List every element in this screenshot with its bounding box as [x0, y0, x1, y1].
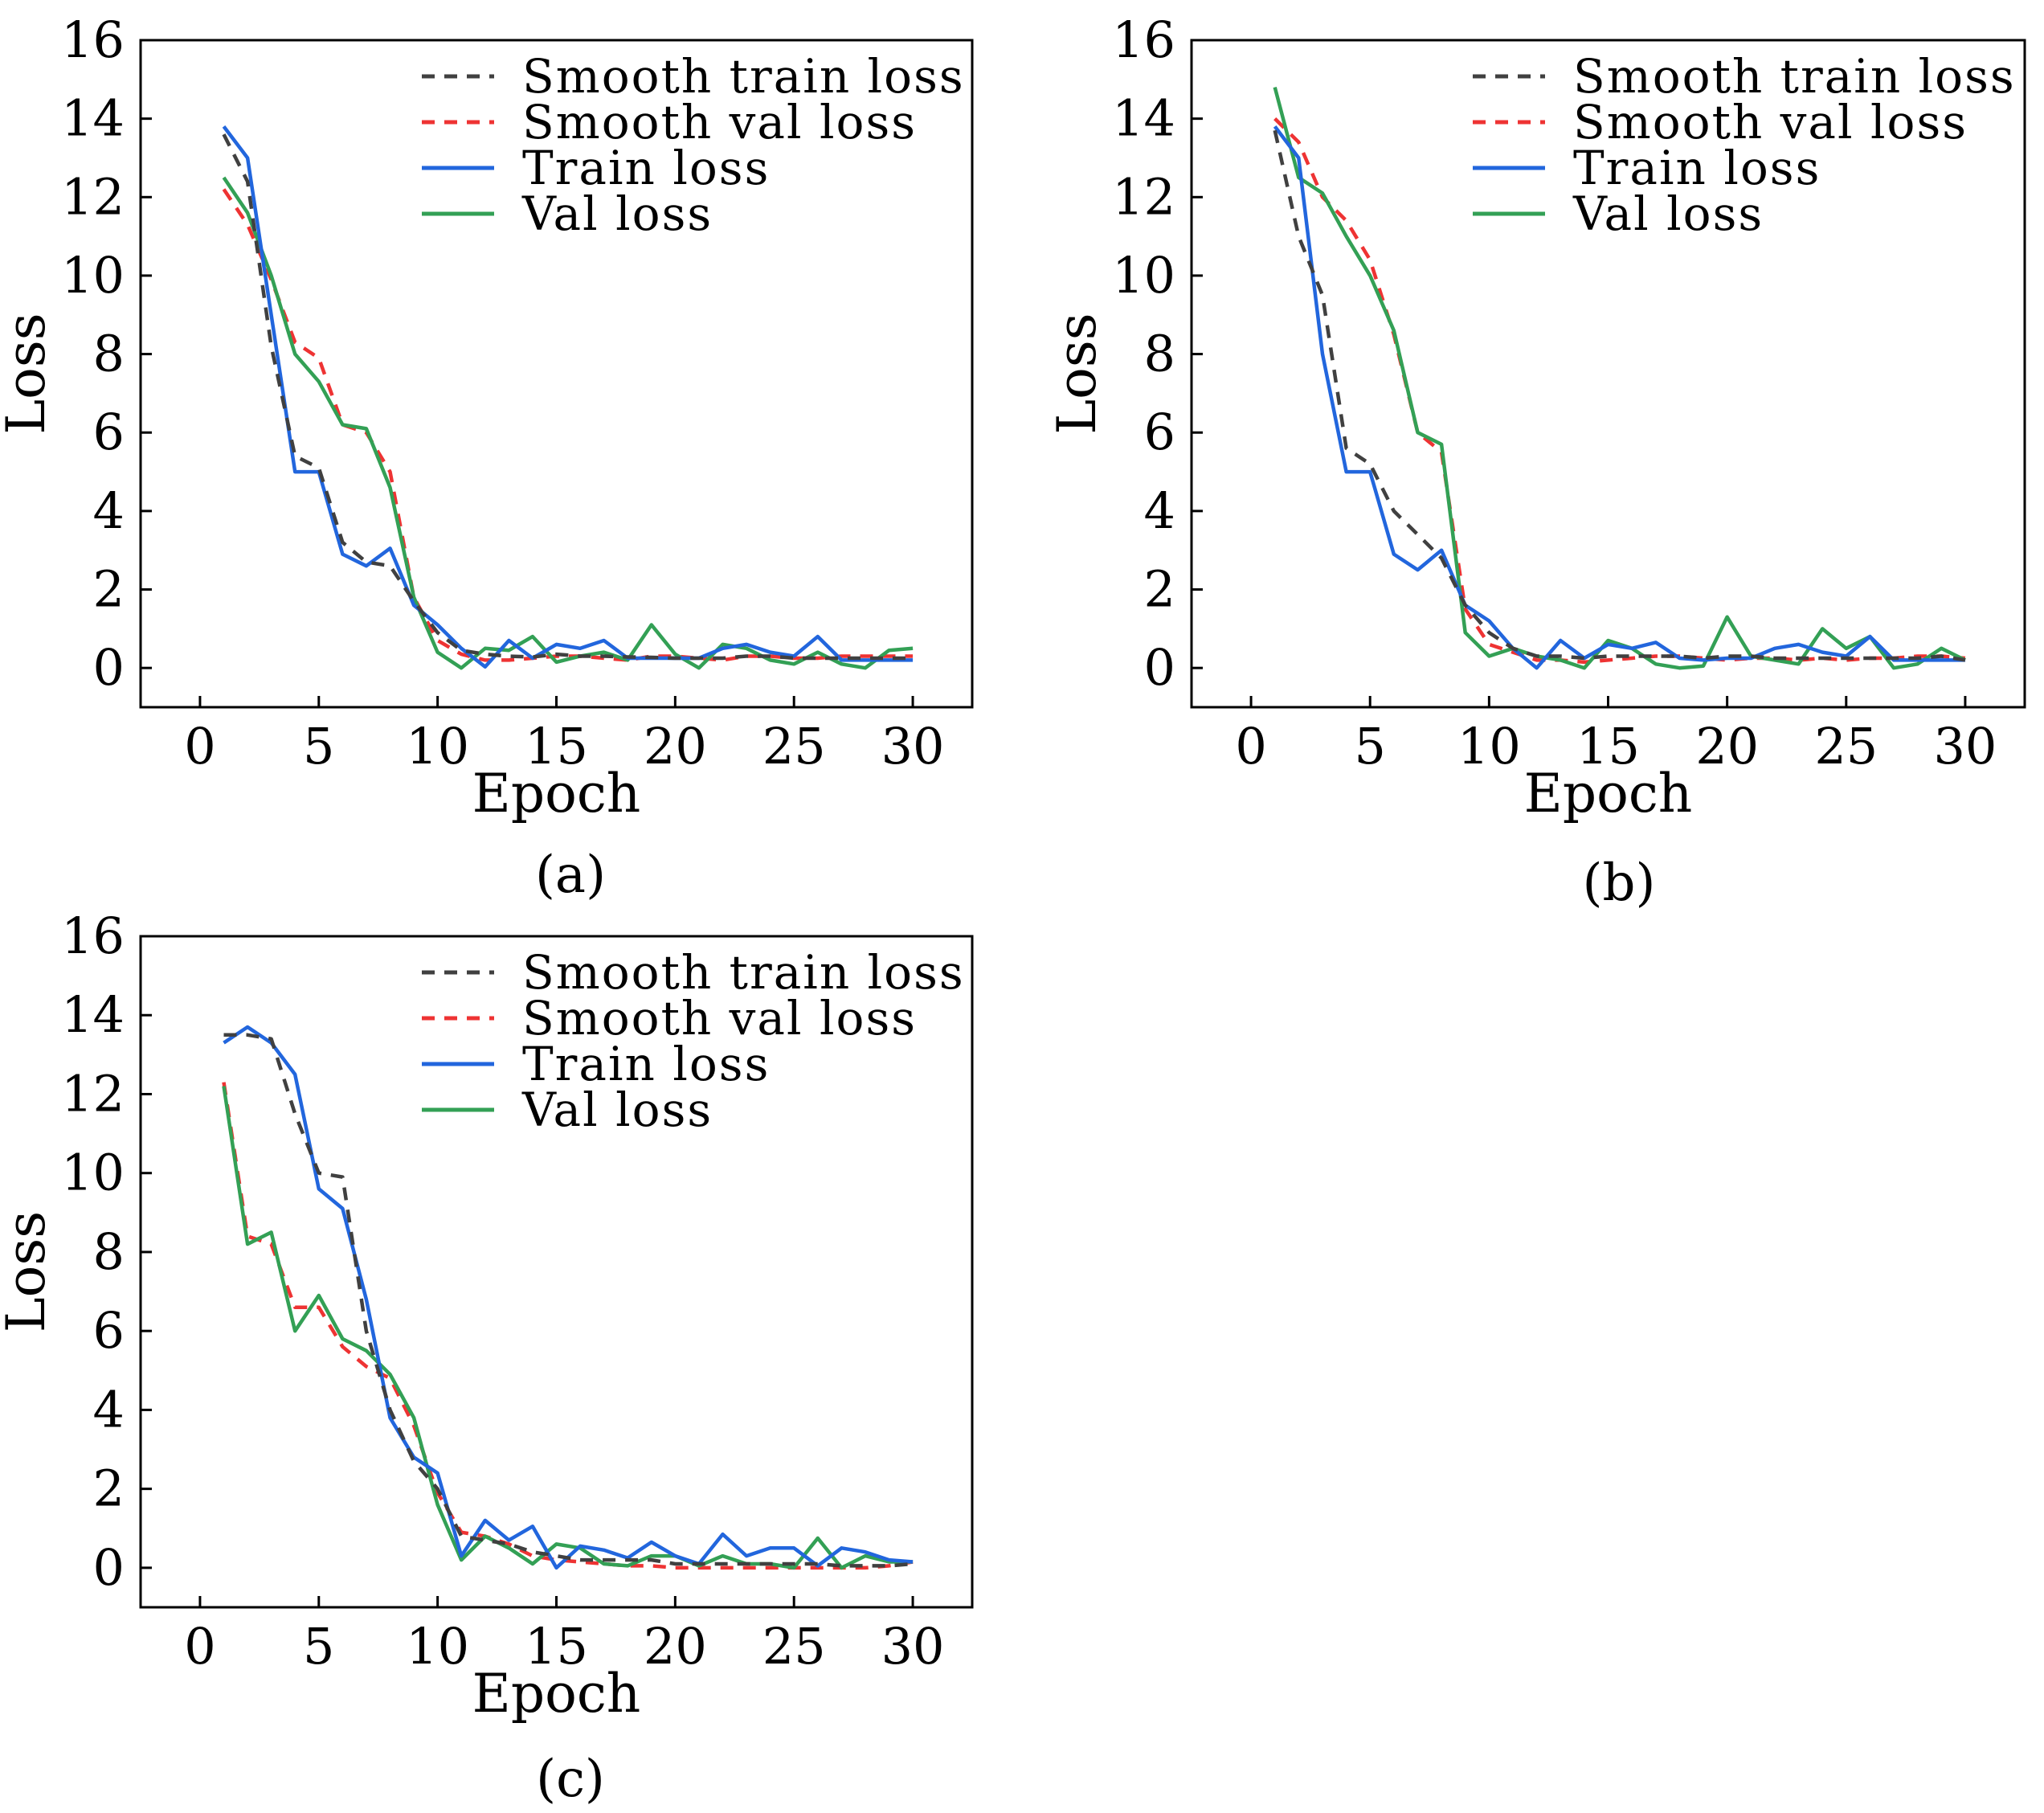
x-tick-label: 0: [184, 717, 215, 776]
y-tick-label: 2: [93, 560, 125, 619]
x-axis-label: Epoch: [472, 763, 641, 825]
x-tick-label: 0: [184, 1617, 215, 1676]
series-line-smooth-train: [222, 133, 914, 661]
y-tick-label: 8: [1144, 325, 1175, 383]
x-tick-label: 30: [881, 717, 945, 776]
x-tick-label: 5: [303, 717, 334, 776]
y-tick-label: 14: [61, 985, 125, 1044]
x-tick-label: 20: [1695, 717, 1759, 776]
y-tick-label: 4: [93, 481, 125, 540]
chart-panel-3: 0 5 10 15 20 25 30 0 2 4 6 8 10 12 14 16 Epoch Loss Smooth…: [0, 906, 974, 1809]
series-line-val: [222, 1086, 914, 1570]
series-line-smooth-train: [223, 1033, 914, 1568]
series-line-smooth-train: [1273, 129, 1966, 662]
x-tick-label: 15: [525, 1617, 588, 1676]
x-axis-label: Epoch: [1524, 763, 1693, 825]
y-tick-label: 10: [61, 246, 125, 305]
y-axis-label: Loss: [1046, 313, 1108, 434]
y-tick-label: 14: [1112, 89, 1175, 148]
x-tick-label: 25: [762, 717, 826, 776]
legend-label: Train loss: [522, 1037, 770, 1091]
chart-panel-2: 0 5 10 15 20 25 30 0 2 4 6 8 10 12 14 16 Epoch Loss Smooth…: [1046, 10, 2026, 913]
series-line-train: [1273, 125, 1965, 670]
y-axis-label: Loss: [0, 1211, 57, 1332]
x-tick-label: 5: [1354, 717, 1385, 776]
x-axis-label: Epoch: [472, 1663, 641, 1725]
y-tick-label: 6: [1144, 403, 1175, 461]
y-tick-label: 6: [93, 403, 125, 461]
y-axis-label: Loss: [0, 313, 57, 434]
legend-label: Smooth val loss: [522, 991, 917, 1046]
x-tick-label: 10: [406, 717, 469, 776]
y-tick-label: 12: [1112, 167, 1175, 226]
series-line-smooth-val: [222, 188, 914, 662]
panel-caption: (c): [536, 1750, 605, 1809]
x-tick-label: 25: [1814, 717, 1878, 776]
y-tick-label: 12: [61, 1064, 125, 1123]
legend-label: Val loss: [521, 1082, 713, 1137]
y-tick-label: 14: [61, 89, 125, 148]
series-line-val: [222, 176, 914, 670]
panel-caption: (a): [535, 845, 606, 905]
y-tick-label: 4: [93, 1380, 125, 1439]
y-tick-label: 0: [1144, 638, 1175, 697]
y-tick-label: 10: [1112, 246, 1175, 305]
x-tick-label: 25: [762, 1617, 826, 1676]
series-line-train: [222, 125, 914, 669]
x-tick-label: 10: [1457, 717, 1521, 776]
legend-label: Val loss: [1572, 186, 1764, 241]
y-tick-label: 16: [61, 10, 125, 69]
x-tick-label: 15: [1576, 717, 1640, 776]
y-tick-label: 10: [61, 1144, 125, 1202]
y-tick-label: 16: [1112, 10, 1175, 69]
legend-label: Train loss: [522, 141, 770, 195]
series-line-smooth-val: [222, 1082, 914, 1570]
x-tick-label: 15: [525, 717, 588, 776]
legend-label: Smooth train loss: [1573, 49, 2016, 104]
y-tick-label: 0: [93, 1538, 125, 1597]
legend-label: Smooth val loss: [1573, 95, 1968, 149]
chart-panel-1: 0 5 10 15 20 25 30 0 2 4 6 8 10 12 14 16 Epoch Loss Smooth…: [0, 10, 974, 905]
y-tick-label: 2: [1144, 560, 1175, 619]
y-tick-label: 4: [1144, 481, 1175, 540]
x-tick-label: 20: [644, 1617, 707, 1676]
legend-label: Smooth train loss: [522, 945, 965, 1000]
y-tick-label: 8: [93, 1222, 125, 1281]
x-tick-label: 10: [406, 1617, 469, 1676]
legend-label: Smooth train loss: [522, 49, 965, 104]
legend-label: Train loss: [1573, 141, 1821, 195]
y-tick-label: 6: [93, 1301, 125, 1360]
legend-label: Smooth val loss: [522, 95, 917, 149]
y-tick-label: 0: [93, 638, 125, 697]
y-tick-label: 8: [93, 325, 125, 383]
panel-caption: (b): [1583, 853, 1656, 913]
x-tick-label: 30: [881, 1617, 945, 1676]
x-tick-label: 5: [303, 1617, 334, 1676]
x-tick-label: 20: [644, 717, 707, 776]
x-tick-label: 0: [1235, 717, 1266, 776]
series-line-val: [1273, 87, 1966, 670]
y-tick-label: 16: [61, 906, 125, 965]
y-tick-label: 2: [93, 1459, 125, 1518]
legend-label: Val loss: [521, 186, 713, 241]
x-tick-label: 30: [1933, 717, 1997, 776]
y-tick-label: 12: [61, 167, 125, 226]
